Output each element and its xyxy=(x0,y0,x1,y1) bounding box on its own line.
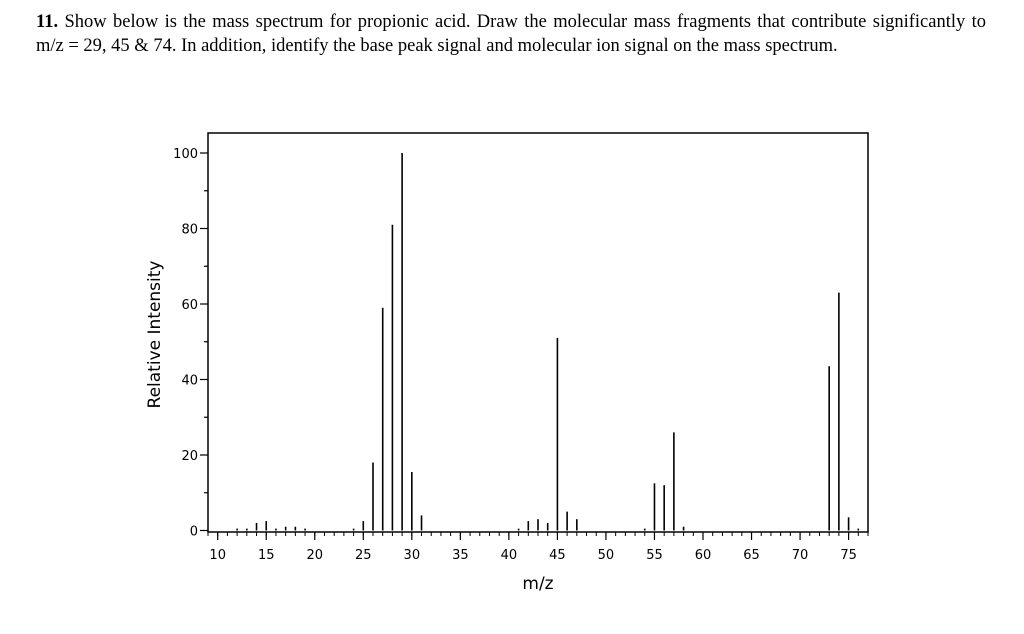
x-tick-label: 10 xyxy=(209,548,226,563)
y-tick-label: 0 xyxy=(190,525,198,540)
plot-frame xyxy=(207,132,869,533)
y-tick-label: 80 xyxy=(181,223,198,238)
y-tick-label: 60 xyxy=(181,298,198,313)
x-tick-label: 30 xyxy=(404,548,421,563)
x-tick-label: 40 xyxy=(501,548,518,563)
x-axis-label: m/z xyxy=(522,574,553,594)
y-tick-label: 100 xyxy=(173,147,198,162)
x-tick-label: 35 xyxy=(452,548,469,563)
x-tick-label: 75 xyxy=(840,548,857,563)
y-tick-label: 20 xyxy=(181,449,198,464)
question-number: 11. xyxy=(36,12,59,32)
y-tick-label: 40 xyxy=(181,374,198,389)
x-tick-label: 20 xyxy=(306,548,323,563)
x-tick-label: 60 xyxy=(695,548,712,563)
x-tick-label: 15 xyxy=(258,548,275,563)
x-tick-label: 70 xyxy=(792,548,809,563)
x-tick-label: 45 xyxy=(549,548,566,563)
y-axis-label: Relative Intensity xyxy=(145,261,165,409)
question-body: Show below is the mass spectrum for prop… xyxy=(36,12,986,56)
question-text: 11. Show below is the mass spectrum for … xyxy=(36,10,986,58)
x-tick-label: 55 xyxy=(646,548,663,563)
x-tick-label: 50 xyxy=(598,548,615,563)
x-tick-label: 25 xyxy=(355,548,372,563)
x-tick-label: 65 xyxy=(743,548,760,563)
